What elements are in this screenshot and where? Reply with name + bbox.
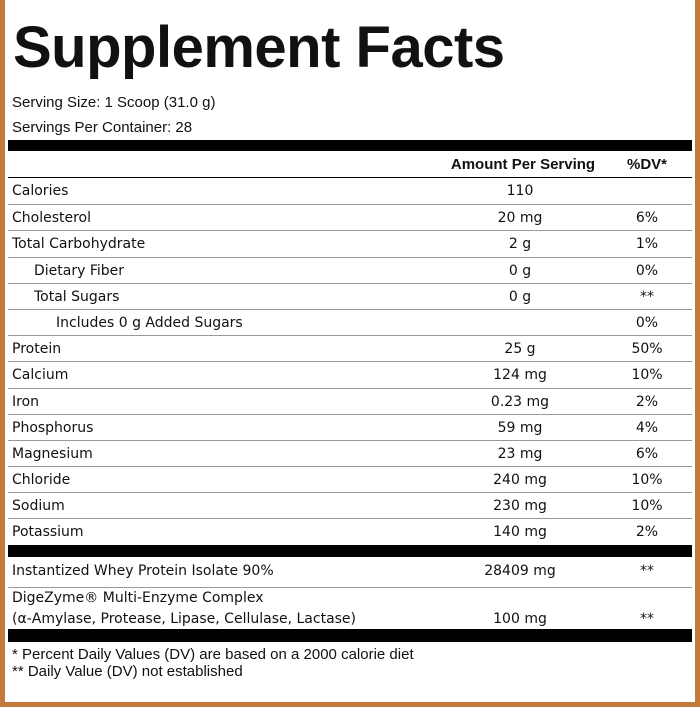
nutrient-name: Phosphorus [12, 419, 94, 436]
footnotes: * Percent Daily Values (DV) are based on… [8, 642, 692, 680]
nutrient-name: Calories [12, 183, 69, 199]
title: Supplement Facts [13, 15, 505, 80]
nutrient-name: Potassium [12, 524, 84, 541]
nutrient-amount: 59 mg [497, 419, 543, 436]
nutrient-dv: 6% [635, 445, 659, 462]
ingredient-dv: ** [640, 562, 654, 579]
ingredient-rows: Instantized Whey Protein Isolate 90% 2840… [8, 557, 692, 629]
serving-size: Serving Size: 1 Scoop (31.0 g) [12, 94, 216, 111]
nutrient-name: Dietary Fiber [34, 262, 125, 279]
footnote: * Percent Daily Values (DV) are based on… [12, 645, 414, 663]
nutrient-amount: 2 g [508, 236, 532, 253]
servings-per-container: Servings Per Container: 28 [12, 119, 193, 136]
nutrient-name: Includes 0 g Added Sugars [56, 314, 243, 331]
nutrient-dv: 0% [635, 314, 659, 331]
nutrient-dv: 10% [631, 498, 663, 515]
nutrient-dv: 10% [631, 367, 663, 384]
nutrient-row: Total Carbohydrate 2 g 1% [8, 230, 692, 256]
nutrient-amount: 124 mg [493, 367, 547, 384]
nutrient-row: Calcium 124 mg 10% [8, 361, 692, 387]
nutrient-amount: 23 mg [497, 445, 543, 462]
nutrient-dv: 0% [635, 262, 659, 279]
nutrient-name: Protein [12, 341, 62, 358]
nutrient-name: Iron [12, 393, 40, 410]
nutrient-row: Includes 0 g Added Sugars 0% [8, 308, 692, 335]
nutrient-dv: 50% [631, 341, 663, 358]
ingredient-amount: 100 mg [493, 610, 547, 627]
ingredient-name: (α-Amylase, Protease, Lipase, Cellulase,… [12, 610, 357, 627]
nutrient-row: Calories 110 [8, 178, 692, 204]
nutrient-name: Magnesium [12, 445, 93, 462]
footnote: ** Daily Value (DV) not established [12, 662, 243, 680]
thick-rule [8, 628, 692, 642]
nutrient-row: Dietary Fiber 0 g 0% [8, 256, 692, 283]
nutrient-name: Sodium [12, 498, 65, 515]
nutrient-dv: ** [640, 288, 654, 305]
nutrient-amount: 230 mg [493, 498, 547, 515]
nutrient-dv: 2% [635, 524, 659, 541]
nutrient-row: Phosphorus 59 mg 4% [8, 413, 692, 440]
nutrient-amount: 0.23 mg [490, 393, 550, 410]
nutrient-amount: 25 g [504, 341, 536, 358]
amount-header: Amount Per Serving [450, 156, 596, 173]
nutrient-name: Total Sugars [34, 288, 120, 305]
nutrient-amount: 0 g [508, 288, 532, 305]
dv-header: %DV* [626, 156, 667, 173]
nutrient-name: Cholesterol [12, 210, 92, 227]
nutrient-amount: 140 mg [493, 524, 547, 541]
nutrient-name: Total Carbohydrate [12, 236, 146, 253]
ingredient-amount: 28409 mg [484, 562, 556, 579]
table-header: Amount Per Serving %DV* [8, 151, 692, 178]
nutrient-row: Chloride 240 mg 10% [8, 466, 692, 492]
nutrient-dv: 2% [635, 393, 659, 410]
nutrient-amount: 0 g [508, 262, 532, 279]
ingredient-row: DigeZyme® Multi-Enzyme Complex (α-Amylase… [8, 586, 692, 629]
nutrient-name: Calcium [12, 367, 69, 384]
nutrient-row: Protein 25 g 50% [8, 335, 692, 361]
nutrient-row: Total Sugars 0 g ** [8, 282, 692, 309]
ingredient-row: Instantized Whey Protein Isolate 90% 2840… [8, 557, 692, 587]
nutrient-dv: 4% [635, 419, 659, 436]
nutrient-name: Chloride [12, 472, 71, 489]
ingredient-dv: ** [640, 610, 654, 627]
nutrient-amount: 240 mg [493, 472, 547, 489]
ingredient-name: Instantized Whey Protein Isolate 90% [12, 562, 274, 579]
nutrient-dv: 1% [635, 236, 659, 253]
thick-rule [8, 544, 692, 557]
ingredient-name: DigeZyme® Multi-Enzyme Complex [12, 589, 264, 606]
nutrient-row: Magnesium 23 mg 6% [8, 439, 692, 466]
nutrient-row: Potassium 140 mg 2% [8, 518, 692, 544]
nutrient-dv: 6% [635, 210, 659, 227]
nutrient-dv: 10% [631, 472, 663, 489]
nutrient-amount: 20 mg [497, 210, 543, 227]
nutrient-amount: 110 [506, 183, 534, 199]
nutrient-row: Iron 0.23 mg 2% [8, 387, 692, 414]
nutrient-row: Cholesterol 20 mg 6% [8, 204, 692, 230]
thick-rule [8, 140, 692, 151]
nutrient-rows: Calories 110 Cholesterol 20 mg 6% Total Carbo… [8, 178, 692, 545]
nutrient-row: Sodium 230 mg 10% [8, 492, 692, 518]
